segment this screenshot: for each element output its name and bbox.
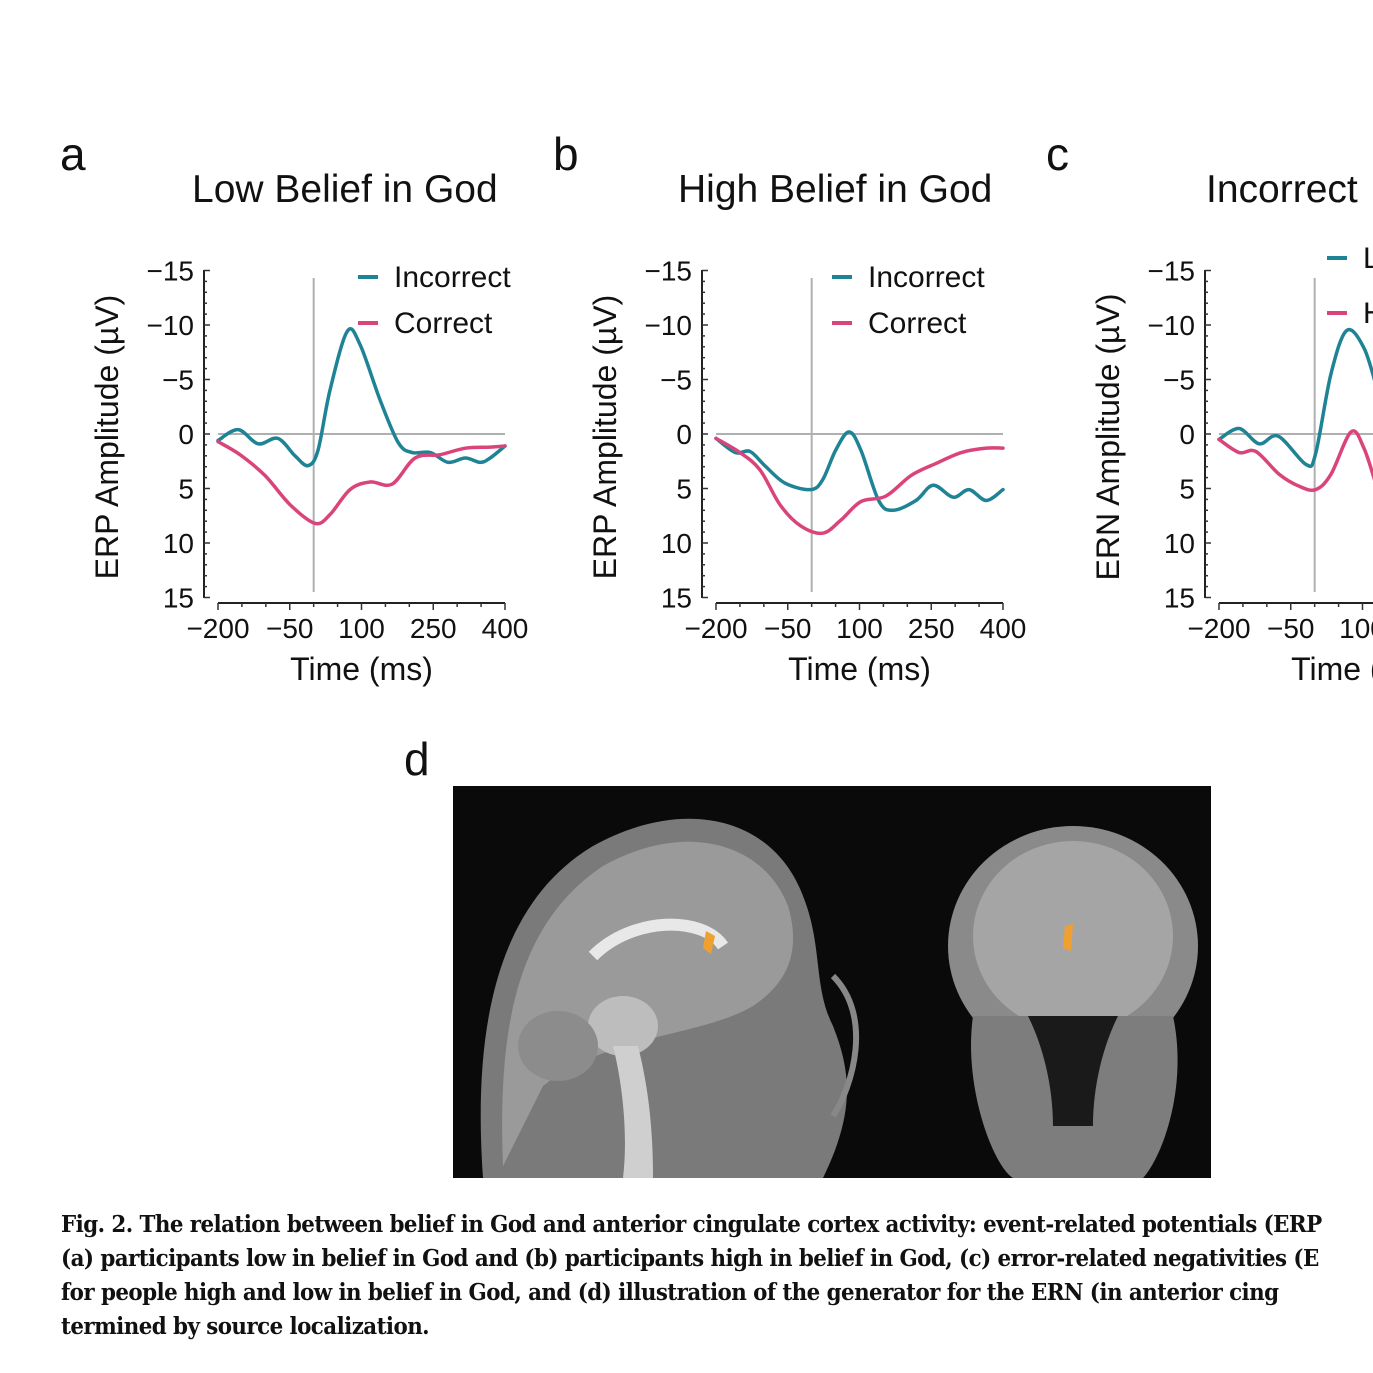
panel-label-a: a: [60, 128, 86, 180]
series-line-l: [1217, 327, 1373, 469]
figure-caption: Fig. 2. The relation between belief in G…: [61, 1208, 1322, 1344]
sagittal-brain-slice: [480, 818, 859, 1178]
chart-title: Incorrect: [1206, 168, 1358, 211]
coronal-brain-slice: [948, 826, 1198, 1178]
y-tick-label: −10: [147, 310, 195, 341]
y-tick-label: 15: [661, 583, 692, 614]
y-axis-label: ERN Amplitude (µV): [1090, 294, 1126, 581]
x-tick-label: 100: [836, 613, 883, 644]
chart-title: High Belief in God: [678, 168, 992, 211]
acc-activation-spot-coronal: [1063, 924, 1073, 951]
y-tick-label: 0: [676, 419, 692, 450]
x-tick-label: 400: [980, 613, 1027, 644]
x-tick-label: 100: [1339, 613, 1373, 644]
series-line-incorrect: [714, 430, 1005, 513]
caption-line: termined by source localization.: [61, 1313, 430, 1340]
y-axis-label: ERP Amplitude (µV): [587, 295, 623, 580]
x-tick-label: 250: [410, 613, 457, 644]
legend-label: Correct: [394, 307, 493, 340]
legend-label: Incorrect: [868, 261, 985, 294]
mri-brain-image: [453, 786, 1211, 1178]
y-tick-label: 5: [676, 474, 692, 505]
y-tick-label: 10: [163, 528, 194, 559]
y-tick-label: 10: [1164, 528, 1195, 559]
y-tick-label: −10: [645, 310, 693, 341]
y-tick-label: 15: [1164, 583, 1195, 614]
x-tick-label: −200: [1187, 613, 1250, 644]
caption-line: Fig. 2. The relation between belief in G…: [61, 1211, 1322, 1238]
y-tick-label: 5: [178, 474, 194, 505]
series-line-h: [1217, 429, 1373, 493]
legend-label: L: [1363, 242, 1373, 275]
panel-label-c: c: [1046, 128, 1069, 180]
y-tick-label: 5: [1179, 474, 1195, 505]
acc-activation-spot: [703, 931, 715, 954]
caption-line: for people high and low in belief in God…: [61, 1279, 1279, 1306]
x-tick-label: −50: [266, 613, 314, 644]
x-tick-label: 250: [908, 613, 955, 644]
x-tick-label: −200: [186, 613, 249, 644]
y-tick-label: −15: [1148, 256, 1196, 287]
y-tick-label: −5: [162, 365, 194, 396]
series-line-incorrect: [216, 327, 507, 468]
y-tick-label: −5: [660, 365, 692, 396]
panel-label-b: b: [553, 128, 579, 180]
y-tick-label: 0: [178, 419, 194, 450]
y-tick-label: −5: [1163, 365, 1195, 396]
x-tick-label: −50: [764, 613, 812, 644]
x-tick-label: −200: [684, 613, 747, 644]
y-axis-label: ERP Amplitude (µV): [89, 295, 125, 580]
y-tick-label: 15: [163, 583, 194, 614]
series-line-correct: [714, 436, 1005, 536]
x-tick-label: 400: [482, 613, 529, 644]
y-tick-label: −15: [147, 256, 195, 287]
y-tick-label: 10: [661, 528, 692, 559]
x-tick-label: 100: [338, 613, 385, 644]
legend-label: Incorrect: [394, 261, 511, 294]
x-axis-label: Time (ms): [1291, 651, 1373, 687]
x-axis-label: Time (ms): [788, 651, 931, 687]
y-tick-label: 0: [1179, 419, 1195, 450]
mri-illustration: [480, 818, 1198, 1178]
y-tick-label: −15: [645, 256, 693, 287]
chart-title: Low Belief in God: [192, 168, 498, 211]
series-line-correct: [216, 439, 507, 526]
panel-label-d: d: [404, 733, 430, 785]
caption-line: (a) participants low in belief in God an…: [61, 1245, 1319, 1272]
x-axis-label: Time (ms): [290, 651, 433, 687]
y-tick-label: −10: [1148, 310, 1196, 341]
legend-label: Correct: [868, 307, 967, 340]
legend-label: H: [1363, 297, 1373, 330]
x-tick-label: −50: [1267, 613, 1315, 644]
